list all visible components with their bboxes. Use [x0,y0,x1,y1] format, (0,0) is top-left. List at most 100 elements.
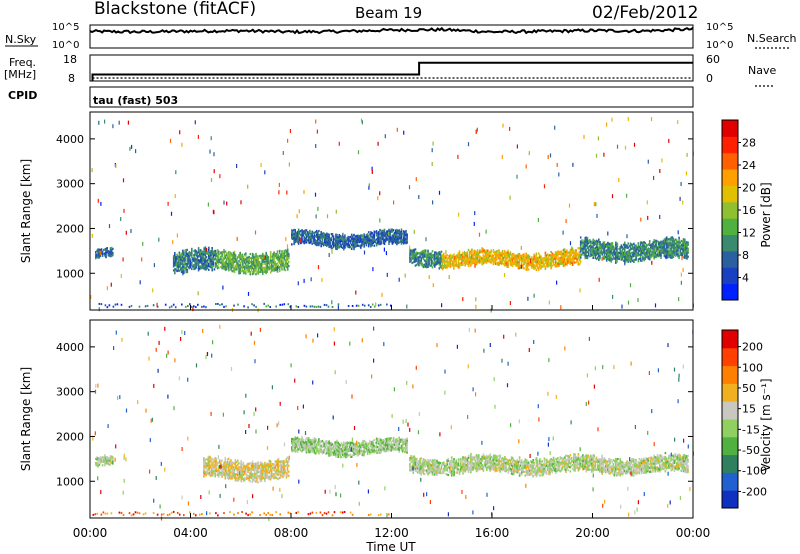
heatmap-cell [250,265,253,268]
heatmap-cell [423,251,426,254]
noise-speckle [572,162,574,167]
heatmap-cell [240,460,242,463]
heatmap-cell [269,460,272,463]
heatmap-cell [248,266,250,269]
heatmap-cell [239,272,241,275]
heatmap-cell [668,250,670,253]
heatmap-cell [619,254,622,257]
heatmap-cell [554,253,557,256]
heatmap-cell [444,261,446,264]
heatmap-cell [555,263,558,266]
heatmap-cell [587,248,590,251]
heatmap-cell [349,453,352,456]
heatmap-cell [431,467,434,470]
heatmap-cell [335,441,337,444]
heatmap-cell [266,468,268,471]
heatmap-cell [265,472,267,475]
heatmap-cell [105,252,107,255]
heatmap-cell [338,234,341,237]
heatmap-cell [348,441,351,444]
heatmap-cell [383,228,386,231]
heatmap-cell [261,467,264,470]
heatmap-cell [548,256,550,259]
heatmap-cell [185,254,187,258]
heatmap-cell [438,461,441,464]
heatmap-cell [411,456,413,460]
noise-speckle [653,175,655,180]
nsearch-label: N.Search [747,32,797,45]
heatmap-cell [450,257,453,260]
heatmap-cell [635,250,637,253]
heatmap-cell [636,254,639,257]
heatmap-cell [295,305,298,308]
heatmap-cell [336,235,338,238]
noise-speckle [167,201,169,206]
heatmap-cell [615,253,617,256]
heatmap-cell [309,441,311,444]
heatmap-cell [308,231,310,234]
heatmap-cell [180,258,183,261]
heatmap-cell [268,465,271,469]
heatmap-cell [631,247,634,250]
heatmap-cell [297,442,300,445]
heatmap-cell [540,255,542,258]
heatmap-cell [338,445,341,448]
heatmap-cell [438,263,441,266]
heatmap-cell [563,254,566,257]
noise-speckle [303,278,305,283]
heatmap-cell [208,246,210,249]
heatmap-cell [251,478,254,482]
heatmap-cell [571,263,574,266]
heatmap-cell [243,305,245,308]
heatmap-cell [363,448,365,451]
heatmap-cell [210,252,212,255]
heatmap-cell [386,236,388,239]
heatmap-cell [110,461,113,464]
heatmap-cell [677,245,679,248]
heatmap-cell [583,251,585,254]
heatmap-cell [248,260,250,263]
heatmap-cell [590,248,592,251]
heatmap-cell [428,471,430,475]
heatmap-cell [360,234,362,237]
heatmap-cell [296,233,299,236]
heatmap-cell [326,442,328,445]
heatmap-cell [277,258,280,261]
heatmap-cell [638,257,641,260]
noise-speckle [677,120,679,125]
heatmap-cell [298,440,301,443]
noise-speckle [554,125,556,130]
heatmap-cell [214,261,217,265]
noise-speckle [657,249,659,254]
heatmap-cell [98,250,100,253]
heatmap-cell [415,466,418,469]
heatmap-cell [402,232,405,235]
heatmap-cell [273,469,275,472]
heatmap-cell [501,252,504,255]
heatmap-cell [330,454,333,457]
heatmap-cell [217,475,220,478]
heatmap-cell [311,305,314,308]
heatmap-cell [551,254,553,257]
heatmap-cell [306,440,309,444]
heatmap-cell [457,258,460,261]
heatmap-cell [505,252,507,255]
heatmap-cell [453,265,455,268]
heatmap-cell [347,243,350,246]
heatmap-cell [499,259,501,262]
heatmap-cell [303,230,305,233]
heatmap-cell [264,262,266,266]
heatmap-cell [430,464,433,467]
heatmap-cell [241,467,244,470]
heatmap-cell [537,252,540,255]
heatmap-cell [685,251,687,254]
heatmap-cell [494,250,497,253]
heatmap-cell [373,232,376,235]
heatmap-cell [426,469,428,472]
noise-speckle [285,237,287,242]
heatmap-cell [611,258,614,261]
heatmap-cell [560,260,563,263]
noise-speckle [331,300,333,305]
heatmap-cell [663,242,666,245]
heatmap-cell [439,462,442,465]
